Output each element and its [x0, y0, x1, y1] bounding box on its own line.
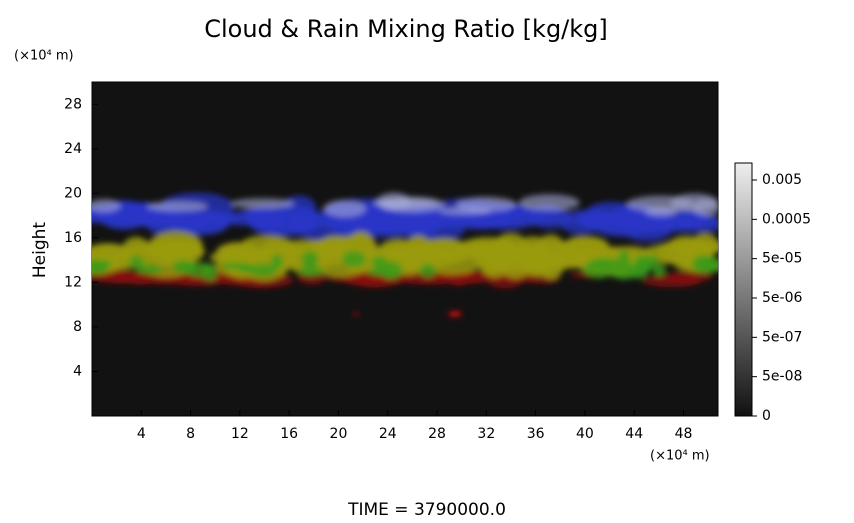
x-tick-label: 20 — [330, 426, 348, 442]
render-blob — [137, 276, 204, 285]
render-blob — [146, 201, 208, 212]
x-tick-label: 16 — [280, 426, 298, 442]
x-tick-label: 4 — [137, 426, 146, 442]
render-blob — [521, 241, 585, 271]
render-field — [92, 192, 718, 317]
x-tick-label: 48 — [675, 426, 693, 442]
render-blob — [367, 267, 393, 277]
render-blob — [323, 199, 367, 218]
render-blob — [135, 264, 163, 275]
render-blob — [297, 266, 325, 277]
x-tick-label: 40 — [576, 426, 594, 442]
render-blob — [656, 217, 718, 233]
colorbar-tick-label: 5e-08 — [762, 369, 802, 385]
render-blob — [92, 199, 121, 213]
render-blob — [248, 263, 278, 278]
colorbar-tick-label: 0 — [762, 408, 771, 424]
render-blob — [215, 243, 248, 263]
render-blob — [626, 195, 695, 212]
y-tick-label: 28 — [64, 96, 82, 112]
y-tick-label: 12 — [64, 274, 82, 290]
x-tick-label: 28 — [428, 426, 446, 442]
y-tick-label: 24 — [64, 141, 82, 157]
colorbar-tick-label: 0.005 — [762, 172, 802, 188]
render-blob — [125, 277, 156, 285]
chart-title: Cloud & Rain Mixing Ratio [kg/kg] — [204, 15, 608, 43]
y-tick-label: 8 — [73, 319, 82, 335]
render-blob — [376, 192, 411, 210]
render-blob — [467, 240, 493, 257]
render-blob — [152, 243, 204, 258]
y-axis-label: Height — [30, 222, 50, 279]
render-blob — [697, 257, 718, 273]
render-blob — [519, 194, 580, 211]
render-blob — [419, 263, 437, 278]
render-blob — [617, 250, 631, 269]
render-blob — [417, 240, 476, 258]
render-blob — [92, 260, 113, 268]
render-blob — [494, 232, 527, 258]
render-blob — [324, 216, 396, 229]
colorbar-tick-label: 0.0005 — [762, 211, 811, 227]
colorbar-tick-label: 5e-07 — [762, 329, 802, 345]
render-blob — [692, 198, 718, 217]
colorbar-tick-label: 5e-06 — [762, 290, 802, 306]
render-blob — [167, 213, 229, 236]
render-blob — [559, 210, 602, 235]
y-tick-label: 20 — [64, 185, 82, 201]
render-blob — [301, 250, 319, 269]
x-unit: (×10⁴ m) — [650, 449, 710, 464]
render-blob — [230, 198, 295, 209]
x-tick-label: 44 — [625, 426, 643, 442]
x-tick-label: 12 — [231, 426, 249, 442]
x-tick-label: 24 — [379, 426, 397, 442]
render-blob — [652, 263, 667, 277]
x-tick-label: 36 — [527, 426, 545, 442]
render-blob — [92, 243, 132, 262]
render-blob — [342, 250, 366, 268]
render-blob — [182, 263, 197, 272]
x-tick-label: 8 — [186, 426, 195, 442]
y-unit: (×10⁴ m) — [14, 49, 74, 64]
render-blob — [270, 254, 284, 270]
x-tick-label: 32 — [477, 426, 495, 442]
y-tick-label: 4 — [73, 363, 82, 379]
render-blob — [129, 255, 145, 269]
render-blob — [687, 242, 717, 256]
render-blob — [290, 211, 326, 231]
time-label: TIME = 3790000.0 — [347, 500, 506, 519]
render-blob — [481, 253, 509, 278]
colorbar — [734, 162, 753, 417]
render-blob — [353, 312, 359, 316]
render-blob — [589, 257, 621, 267]
render-blob — [610, 263, 639, 280]
render-blob — [448, 311, 462, 317]
render-blob — [642, 274, 702, 288]
render-blob — [404, 219, 441, 237]
colorbar-tick-label: 5e-05 — [762, 251, 802, 267]
y-tick-label: 16 — [64, 230, 82, 246]
render-blob — [438, 206, 491, 215]
